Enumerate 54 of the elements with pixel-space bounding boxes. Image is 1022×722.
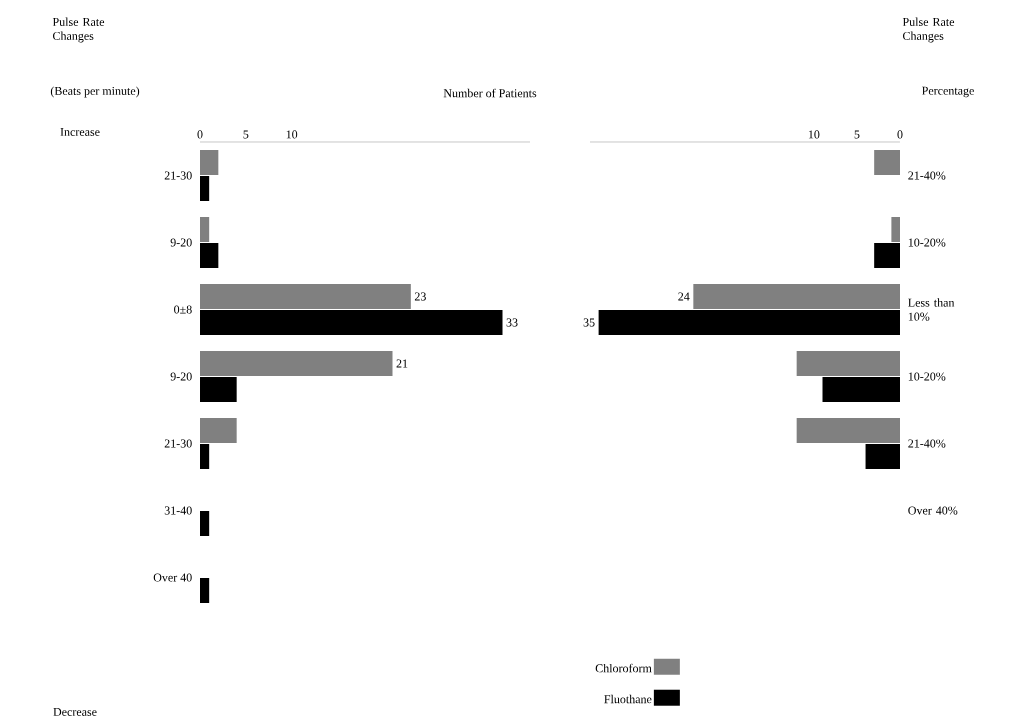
y-tick-label: Over 40% <box>908 506 958 515</box>
y-tick-label: 31-40 <box>164 506 192 515</box>
bar <box>200 309 503 335</box>
bar <box>200 283 411 309</box>
bar <box>822 376 900 402</box>
y-tick-label: 21-40% <box>908 439 946 448</box>
bar <box>865 443 900 469</box>
y-tick-label: 21-30 <box>164 439 192 448</box>
x-axis-title: Number of Patients <box>443 88 537 98</box>
x-tick-label: 5 <box>854 130 860 139</box>
x-tick-label: 0 <box>897 130 903 139</box>
bar <box>200 443 210 469</box>
y-tick-label: 21-40% <box>908 171 946 180</box>
y-tick-label: 9-20 <box>170 372 192 381</box>
y-tick-label: 0±8 <box>174 305 192 314</box>
text: Percentage <box>922 86 974 98</box>
y-tick-label: 21-30 <box>164 171 192 180</box>
bar <box>200 350 393 376</box>
bar <box>796 417 900 443</box>
bar <box>200 216 210 242</box>
data-label: 33 <box>506 318 518 327</box>
y-tick-label: 10-20% <box>908 238 946 247</box>
y-axis-title: Pulse Rate Changes <box>902 17 955 43</box>
y-tick-label: Less than 10% <box>908 298 955 321</box>
x-tick-label: 10 <box>808 130 820 139</box>
data-label: 23 <box>414 292 426 301</box>
x-tick-label: 10 <box>286 130 298 139</box>
bar <box>200 510 210 536</box>
bar <box>598 309 900 335</box>
legend-label: Chloroform <box>595 663 652 673</box>
legend-label: Fluothane <box>604 694 652 704</box>
text: Decrease <box>53 708 97 716</box>
bar <box>874 242 900 268</box>
bar <box>200 242 219 268</box>
bar <box>200 417 237 443</box>
text: (Beats per minute) <box>50 86 140 98</box>
bar <box>891 216 900 242</box>
y-tick-label: 10-20% <box>908 372 946 381</box>
data-label: 35 <box>583 318 595 327</box>
bar <box>874 150 900 175</box>
text: Increase <box>60 128 100 136</box>
bar <box>796 350 900 376</box>
x-tick-label: 5 <box>243 130 249 139</box>
bar <box>200 149 219 175</box>
bar <box>200 577 210 603</box>
y-tick-label: 9-20 <box>170 238 192 247</box>
y-axis-title: Pulse Rate Changes <box>52 17 105 43</box>
data-label: 24 <box>678 292 690 301</box>
data-label: 21 <box>396 359 408 368</box>
bar <box>693 283 900 309</box>
bar <box>200 376 237 402</box>
x-tick-label: 0 <box>197 130 203 139</box>
y-tick-label: Over 40 <box>153 573 192 582</box>
bar <box>200 175 210 201</box>
